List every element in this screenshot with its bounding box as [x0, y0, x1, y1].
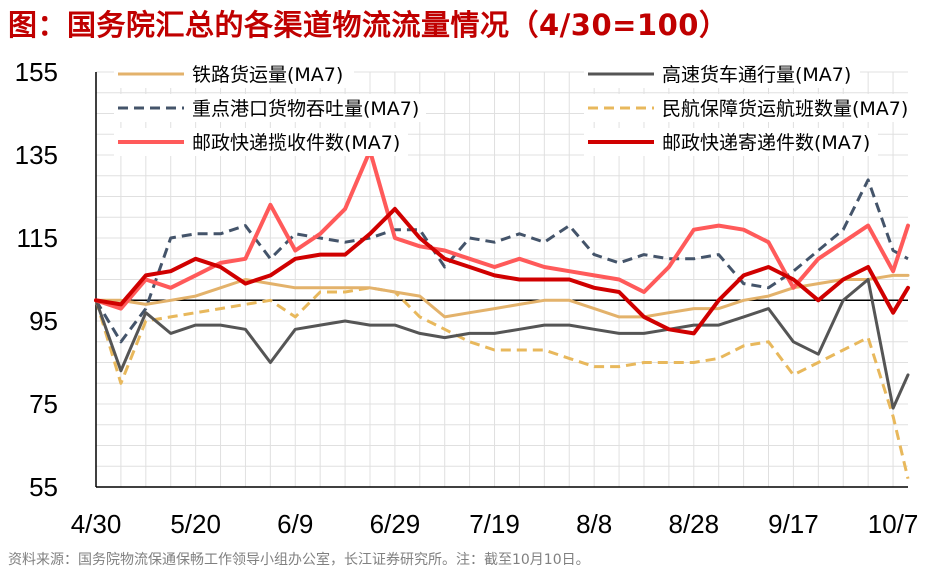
axes: 55 75 95 115 135 155 4/30 5/20 6/9 6/29 7/19 8/8 8/2…	[15, 57, 919, 539]
y-tick-label: 115	[17, 223, 58, 253]
y-tick-label: 95	[29, 306, 58, 336]
series-line	[94, 148, 910, 311]
series-layer	[94, 148, 910, 480]
legend-label: 高速货车通行量(MA7)	[662, 64, 851, 86]
legend-label: 重点港口货物吞吐量(MA7)	[192, 98, 419, 120]
x-tick-label: 7/19	[469, 509, 520, 539]
legend-label: 邮政快递揽收件数(MA7)	[192, 132, 400, 154]
x-tick-label: 6/29	[370, 509, 421, 539]
x-tick-label: 10/7	[868, 509, 919, 539]
legend-label: 民航保障货运航班数量(MA7)	[662, 98, 908, 120]
legend-label: 邮政快递寄递件数(MA7)	[662, 132, 870, 154]
series-line	[94, 273, 910, 319]
y-tick-label: 55	[29, 472, 58, 502]
x-tick-label: 9/17	[768, 509, 819, 539]
chart-title: 图：国务院汇总的各渠道物流流量情况（4/30=100）	[8, 8, 729, 42]
y-tick-label: 155	[15, 57, 58, 87]
x-tick-label: 5/20	[170, 509, 221, 539]
legend: 铁路货运量(MA7) 高速货车通行量(MA7) 重点港口货物吞吐量(MA7) 民航保障…	[114, 60, 914, 156]
series-line	[94, 278, 910, 410]
series-line	[94, 206, 910, 336]
x-tick-label: 8/8	[576, 509, 612, 539]
series-line	[94, 178, 909, 344]
y-tick-label: 75	[29, 389, 58, 419]
source-note: 资料来源：国务院物流保通保畅工作领导小组办公室，长江证券研究所。注：截至10月1…	[8, 552, 590, 568]
legend-label: 铁路货运量(MA7)	[192, 64, 343, 86]
x-tick-label: 4/30	[71, 509, 122, 539]
x-tick-label: 8/28	[668, 509, 719, 539]
y-tick-label: 135	[15, 140, 58, 170]
series-line	[94, 286, 910, 480]
x-tick-label: 6/9	[277, 509, 313, 539]
